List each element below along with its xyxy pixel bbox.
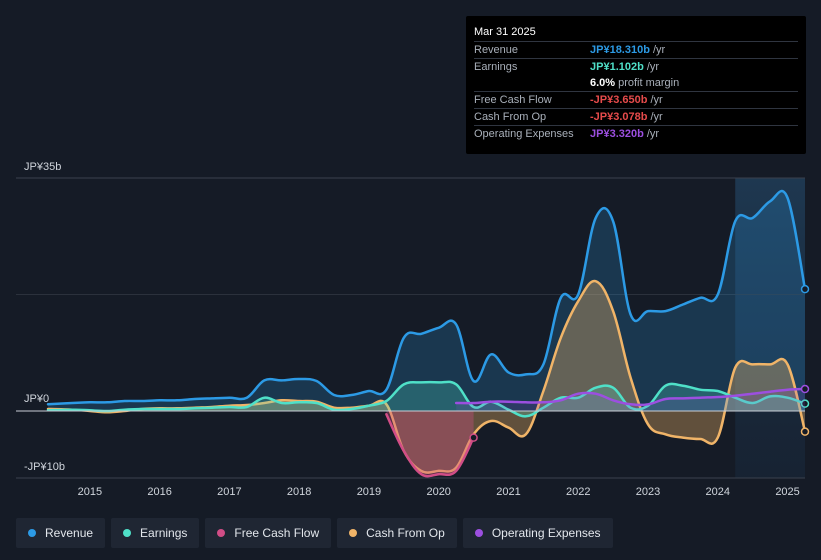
tooltip-value: 6.0% — [590, 77, 616, 89]
data-tooltip: Mar 31 2025 Revenue JP¥18.310b /yr Earni… — [466, 16, 806, 154]
tooltip-unit: profit margin — [618, 77, 680, 89]
tooltip-value: -JP¥3.078b — [590, 111, 648, 123]
legend-dot-icon — [28, 529, 36, 537]
x-tick-label: 2025 — [775, 486, 799, 498]
operating-expenses-end-point — [800, 384, 810, 394]
x-tick-label: 2016 — [147, 486, 171, 498]
tooltip-value: -JP¥3.650b — [590, 94, 648, 106]
cash-from-op-end-point — [800, 427, 810, 436]
legend-dot-icon — [217, 529, 226, 537]
legend-item-operating-expenses[interactable]: Operating Expenses — [462, 518, 613, 548]
y-axis-label-top: JP¥35b — [24, 161, 61, 173]
revenue-area — [48, 191, 805, 411]
tooltip-label: Cash From Op — [474, 111, 547, 123]
tooltip-value: JP¥1.102b — [590, 61, 644, 73]
legend-label: Free Cash Flow — [234, 526, 320, 540]
legend-item-cash-from-op[interactable]: Cash From Op — [337, 518, 457, 548]
tooltip-label: Free Cash Flow — [474, 94, 552, 106]
x-axis: 2015 2016 2017 2018 2019 2020 2021 2022 2023 2024… — [78, 486, 800, 498]
tooltip-row-operating-expenses: Operating Expenses JP¥3.320b /yr — [474, 125, 798, 142]
legend-label: Revenue — [45, 526, 94, 540]
tooltip-label: Operating Expenses — [474, 128, 574, 140]
tooltip-row-free-cash-flow: Free Cash Flow -JP¥3.650b /yr — [474, 91, 798, 108]
y-axis-label-bottom: -JP¥10b — [24, 461, 65, 473]
tooltip-label: Earnings — [474, 61, 518, 73]
y-axis-label-zero: JP¥0 — [24, 393, 49, 405]
legend-label: Cash From Op — [366, 526, 445, 540]
legend-dot-icon — [123, 529, 132, 537]
x-tick-label: 2024 — [706, 486, 730, 498]
x-tick-label: 2019 — [357, 486, 381, 498]
cash-from-op-area — [48, 281, 805, 473]
operating-expenses-area — [456, 389, 805, 411]
tooltip-unit: /yr — [646, 128, 660, 140]
tooltip-row-margin: 6.0% profit margin — [474, 75, 798, 91]
tooltip-row-earnings: Earnings JP¥1.102b /yr — [474, 58, 798, 75]
legend-label: Operating Expenses — [491, 526, 601, 540]
x-tick-label: 2022 — [566, 486, 590, 498]
free-cash-flow-line — [385, 413, 475, 478]
x-tick-label: 2018 — [287, 486, 311, 498]
legend-item-revenue[interactable]: Revenue — [16, 518, 106, 548]
legend-item-earnings[interactable]: Earnings — [111, 518, 200, 548]
x-tick-label: 2017 — [217, 486, 241, 498]
tooltip-date: Mar 31 2025 — [474, 26, 536, 38]
x-tick-label: 2015 — [78, 486, 102, 498]
tooltip-value: JP¥18.310b — [590, 44, 650, 56]
free-cash-flow-area — [386, 411, 474, 477]
tooltip-label: Revenue — [474, 44, 519, 56]
earnings-end-point — [800, 399, 810, 408]
tooltip-row-revenue: Revenue JP¥18.310b /yr — [474, 41, 798, 58]
legend-item-free-cash-flow[interactable]: Free Cash Flow — [205, 518, 332, 548]
tooltip-row-cash-from-op: Cash From Op -JP¥3.078b /yr — [474, 108, 798, 125]
tooltip-unit: /yr — [650, 94, 663, 106]
legend: Revenue Earnings Free Cash Flow Cash Fro… — [16, 518, 613, 548]
tooltip-unit: /yr — [652, 44, 666, 56]
free-cash-flow-end-point — [469, 433, 478, 442]
tooltip-value: JP¥3.320b — [590, 128, 644, 140]
x-tick-label: 2020 — [426, 486, 450, 498]
revenue-end-point — [800, 284, 810, 294]
legend-dot-icon — [349, 529, 358, 537]
tooltip-unit: /yr — [650, 111, 663, 123]
operating-expenses-line — [454, 387, 807, 407]
earnings-line — [46, 380, 807, 418]
tooltip-label — [474, 75, 590, 91]
series-layer — [46, 189, 810, 478]
tooltip-unit: /yr — [646, 61, 660, 73]
x-tick-label: 2021 — [496, 486, 520, 498]
legend-dot-icon — [474, 529, 483, 537]
legend-label: Earnings — [140, 526, 188, 540]
revenue-line — [46, 189, 807, 406]
x-tick-label: 2023 — [636, 486, 660, 498]
